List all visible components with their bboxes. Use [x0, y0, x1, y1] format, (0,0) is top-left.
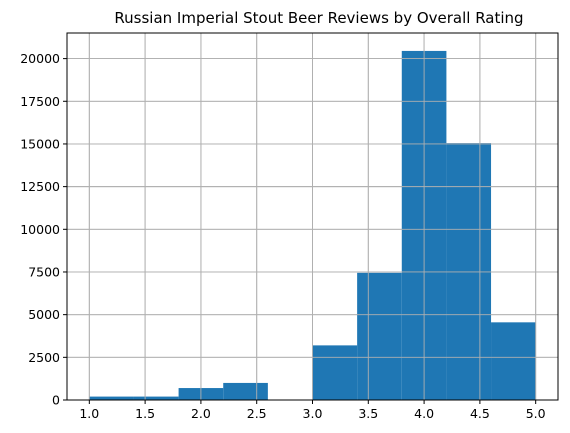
histogram-bar: [89, 396, 134, 400]
x-tick-label: 3.0: [303, 406, 323, 421]
y-axis-ticks: 0 2500 5000 7500 10000 12500 15000 17500 20000: [20, 51, 67, 408]
chart-title: Russian Imperial Stout Beer Reviews by O…: [114, 9, 523, 27]
y-tick-label: 20000: [20, 51, 60, 66]
x-tick-label: 2.0: [191, 406, 211, 421]
histogram-bar: [357, 272, 402, 400]
y-tick-label: 10000: [20, 222, 60, 237]
y-tick-label: 5000: [28, 307, 60, 322]
x-tick-label: 5.0: [526, 406, 546, 421]
y-tick-label: 15000: [20, 136, 60, 151]
y-tick-label: 2500: [28, 350, 60, 365]
y-tick-label: 0: [52, 393, 60, 408]
y-tick-label: 7500: [28, 264, 60, 279]
histogram-bar: [312, 345, 358, 400]
histogram-bar: [133, 396, 179, 400]
x-tick-label: 2.5: [247, 406, 267, 421]
histogram-bar: [491, 322, 536, 400]
x-tick-label: 1.5: [135, 406, 155, 421]
y-tick-label: 17500: [20, 94, 60, 109]
x-axis-ticks: 1.0 1.5 2.0 2.5 3.0 3.5 4.0 4.5 5.0: [79, 400, 546, 421]
y-tick-label: 12500: [20, 179, 60, 194]
histogram-bars: [67, 33, 558, 401]
x-tick-label: 1.0: [79, 406, 99, 421]
x-tick-label: 3.5: [358, 406, 378, 421]
x-tick-label: 4.0: [414, 406, 434, 421]
histogram-bar: [223, 382, 268, 400]
x-tick-label: 4.5: [470, 406, 490, 421]
